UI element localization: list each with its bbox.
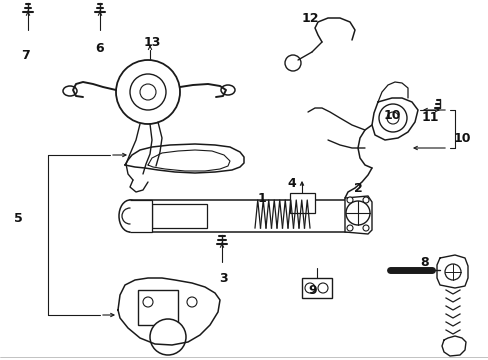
Circle shape	[116, 60, 180, 124]
Circle shape	[444, 264, 460, 280]
Circle shape	[386, 112, 398, 124]
Circle shape	[362, 197, 368, 203]
Text: 11: 11	[420, 111, 438, 123]
Ellipse shape	[63, 86, 77, 96]
Text: 8: 8	[420, 256, 428, 269]
Circle shape	[142, 297, 153, 307]
Text: 10: 10	[452, 131, 470, 144]
Text: 4: 4	[287, 176, 296, 189]
Text: 3: 3	[219, 271, 228, 284]
Text: 10: 10	[383, 108, 400, 122]
Text: 12: 12	[301, 12, 318, 24]
Text: 7: 7	[21, 49, 30, 62]
Text: 2: 2	[353, 181, 362, 194]
Circle shape	[346, 201, 369, 225]
Ellipse shape	[119, 200, 141, 232]
Circle shape	[285, 55, 301, 71]
Circle shape	[140, 84, 156, 100]
Circle shape	[378, 104, 406, 132]
Polygon shape	[130, 200, 152, 232]
Text: 1: 1	[257, 192, 266, 204]
Polygon shape	[345, 196, 371, 234]
Bar	[289, 193, 314, 213]
Text: 6: 6	[96, 41, 104, 54]
Bar	[138, 290, 178, 325]
Text: 13: 13	[143, 36, 161, 49]
Circle shape	[150, 319, 185, 355]
Bar	[302, 278, 331, 298]
Ellipse shape	[221, 85, 235, 95]
Circle shape	[317, 283, 327, 293]
Circle shape	[362, 225, 368, 231]
Circle shape	[346, 225, 352, 231]
Text: 5: 5	[14, 212, 22, 225]
Circle shape	[122, 208, 138, 224]
Bar	[152, 204, 206, 228]
Circle shape	[130, 74, 165, 110]
Text: 9: 9	[308, 284, 317, 297]
Circle shape	[346, 197, 352, 203]
Circle shape	[186, 297, 197, 307]
Bar	[130, 200, 364, 232]
Circle shape	[305, 283, 314, 293]
